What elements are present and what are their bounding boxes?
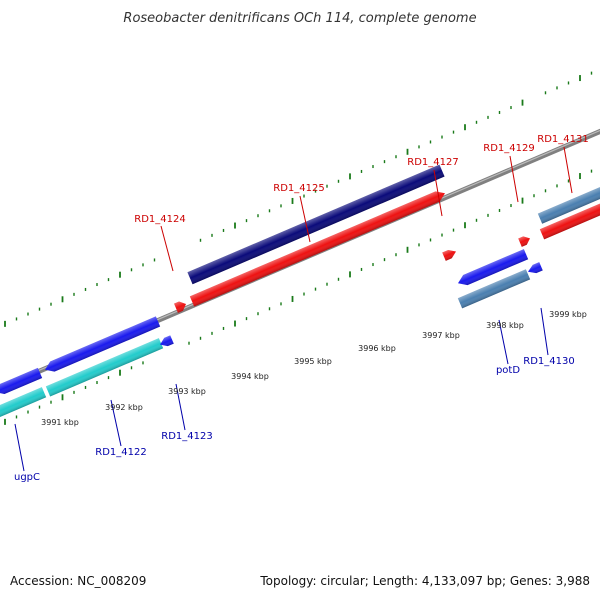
leader-line: [160, 225, 174, 272]
leader-line: [433, 169, 443, 217]
leader-line: [563, 146, 573, 194]
cds-rd1-4131-steel: [537, 187, 600, 224]
cds-rd1-4131-red: [539, 203, 600, 240]
cds-rd1-4123: [160, 335, 174, 347]
scale-label: 3995 kbp: [294, 357, 332, 366]
leader-line: [175, 383, 186, 431]
accession-text: Accession: NC_008209: [10, 574, 146, 588]
gene-label: potD: [496, 365, 520, 376]
scale-labels: 3991 kbp 3992 kbp 3993 kbp 3994 kbp 3995 kbp…: [41, 310, 587, 427]
leader-line: [498, 319, 509, 365]
gene-label: RD1_4124: [134, 214, 185, 225]
scale-label: 3996 kbp: [358, 344, 396, 353]
scale-label: 3993 kbp: [168, 387, 206, 396]
cds-potd: [458, 249, 529, 286]
cds-rd1-4125b: [189, 191, 446, 307]
gene-label: RD1_4122: [95, 447, 146, 458]
scale-label: 3992 kbp: [105, 403, 143, 412]
gene-label: RD1_4131: [537, 134, 588, 145]
gene-label: RD1_4125: [273, 183, 324, 194]
cds-potd-steel: [457, 269, 531, 309]
cds-rd1-4125: [187, 164, 445, 285]
cds-rd1-4124: [174, 301, 186, 313]
scale-label: 3994 kbp: [231, 372, 269, 381]
gene-label: RD1_4129: [483, 143, 534, 154]
tick-marks: [4, 71, 593, 425]
cds-ugpc: [0, 367, 43, 395]
leader-line: [299, 195, 311, 243]
cds-rd1-4130: [528, 262, 543, 274]
scale-label: 3999 kbp: [549, 310, 587, 319]
scale-label: 3997 kbp: [422, 331, 460, 340]
gene-label: RD1_4123: [161, 431, 212, 442]
label-leaders: [14, 146, 573, 472]
gene-label: RD1_4130: [523, 356, 574, 367]
cds-ugpc-cyan: [0, 387, 47, 419]
leader-line: [14, 423, 25, 472]
cds-rd1-4129: [518, 236, 530, 247]
leader-line: [110, 399, 122, 447]
gene-labels: RD1_4124 RD1_4125 RD1_4127 RD1_4129RD1_4131…: [14, 134, 589, 483]
cds-rd1-4127: [442, 249, 456, 261]
cds-rd1-4122-cyan: [45, 338, 164, 397]
topology-text: Topology: circular; Length: 4,133,097 bp…: [259, 574, 590, 588]
gene-label: ugpC: [14, 472, 40, 483]
map-title: Roseobacter denitrificans OCh 114, compl…: [123, 11, 476, 26]
gene-label: RD1_4127: [407, 157, 458, 168]
leader-line: [540, 307, 549, 356]
cds-rd1-4122: [45, 316, 161, 372]
leader-line: [509, 155, 519, 203]
scale-label: 3998 kbp: [486, 321, 524, 330]
scale-label: 3991 kbp: [41, 418, 79, 427]
feature-track: [0, 164, 600, 419]
